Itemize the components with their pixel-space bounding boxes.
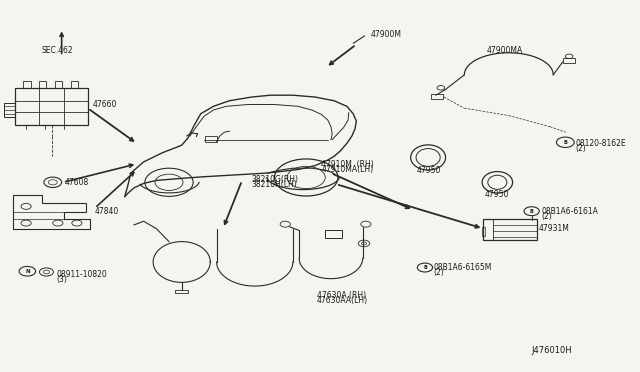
Text: 47660: 47660 xyxy=(93,100,117,109)
Text: 47900M: 47900M xyxy=(371,29,401,39)
Text: 47910MA(LH): 47910MA(LH) xyxy=(321,165,374,174)
Bar xyxy=(54,81,62,88)
Bar xyxy=(482,227,484,236)
Bar xyxy=(431,94,443,99)
Text: 47630AA(LH): 47630AA(LH) xyxy=(317,296,368,305)
Text: B: B xyxy=(423,265,427,270)
Text: 47910M  (RH): 47910M (RH) xyxy=(321,160,374,169)
Bar xyxy=(39,81,47,88)
Text: 08120-8162E: 08120-8162E xyxy=(575,139,626,148)
Text: 08B1A6-6161A: 08B1A6-6161A xyxy=(541,207,598,216)
Bar xyxy=(483,219,538,240)
Text: 47608: 47608 xyxy=(64,178,88,187)
Text: 47630A (RH): 47630A (RH) xyxy=(317,291,366,300)
Bar xyxy=(15,88,88,125)
Bar xyxy=(563,58,575,63)
Text: 47950: 47950 xyxy=(417,166,441,174)
Bar xyxy=(175,290,188,294)
Text: 47950: 47950 xyxy=(484,190,509,199)
Text: 47900MA: 47900MA xyxy=(486,46,523,55)
Text: 38210G(RH): 38210G(RH) xyxy=(252,175,299,184)
Bar xyxy=(324,230,342,238)
Text: (3): (3) xyxy=(56,275,67,284)
Text: N: N xyxy=(25,269,29,274)
Text: B: B xyxy=(530,209,534,214)
Text: (2): (2) xyxy=(541,212,552,221)
Bar xyxy=(205,136,216,142)
Text: 38210H(LH): 38210H(LH) xyxy=(252,180,298,189)
Text: 47840: 47840 xyxy=(95,208,119,217)
Text: 08911-10820: 08911-10820 xyxy=(56,270,108,279)
Text: SEC.462: SEC.462 xyxy=(42,46,74,55)
Text: (2): (2) xyxy=(575,144,586,153)
Text: 47931M: 47931M xyxy=(539,224,570,233)
Text: (2): (2) xyxy=(434,268,445,277)
Text: 08B1A6-6165M: 08B1A6-6165M xyxy=(434,263,492,272)
Bar xyxy=(70,81,78,88)
Bar xyxy=(4,103,15,118)
Bar xyxy=(23,81,31,88)
Text: J476010H: J476010H xyxy=(531,346,572,355)
Text: B: B xyxy=(563,140,567,145)
